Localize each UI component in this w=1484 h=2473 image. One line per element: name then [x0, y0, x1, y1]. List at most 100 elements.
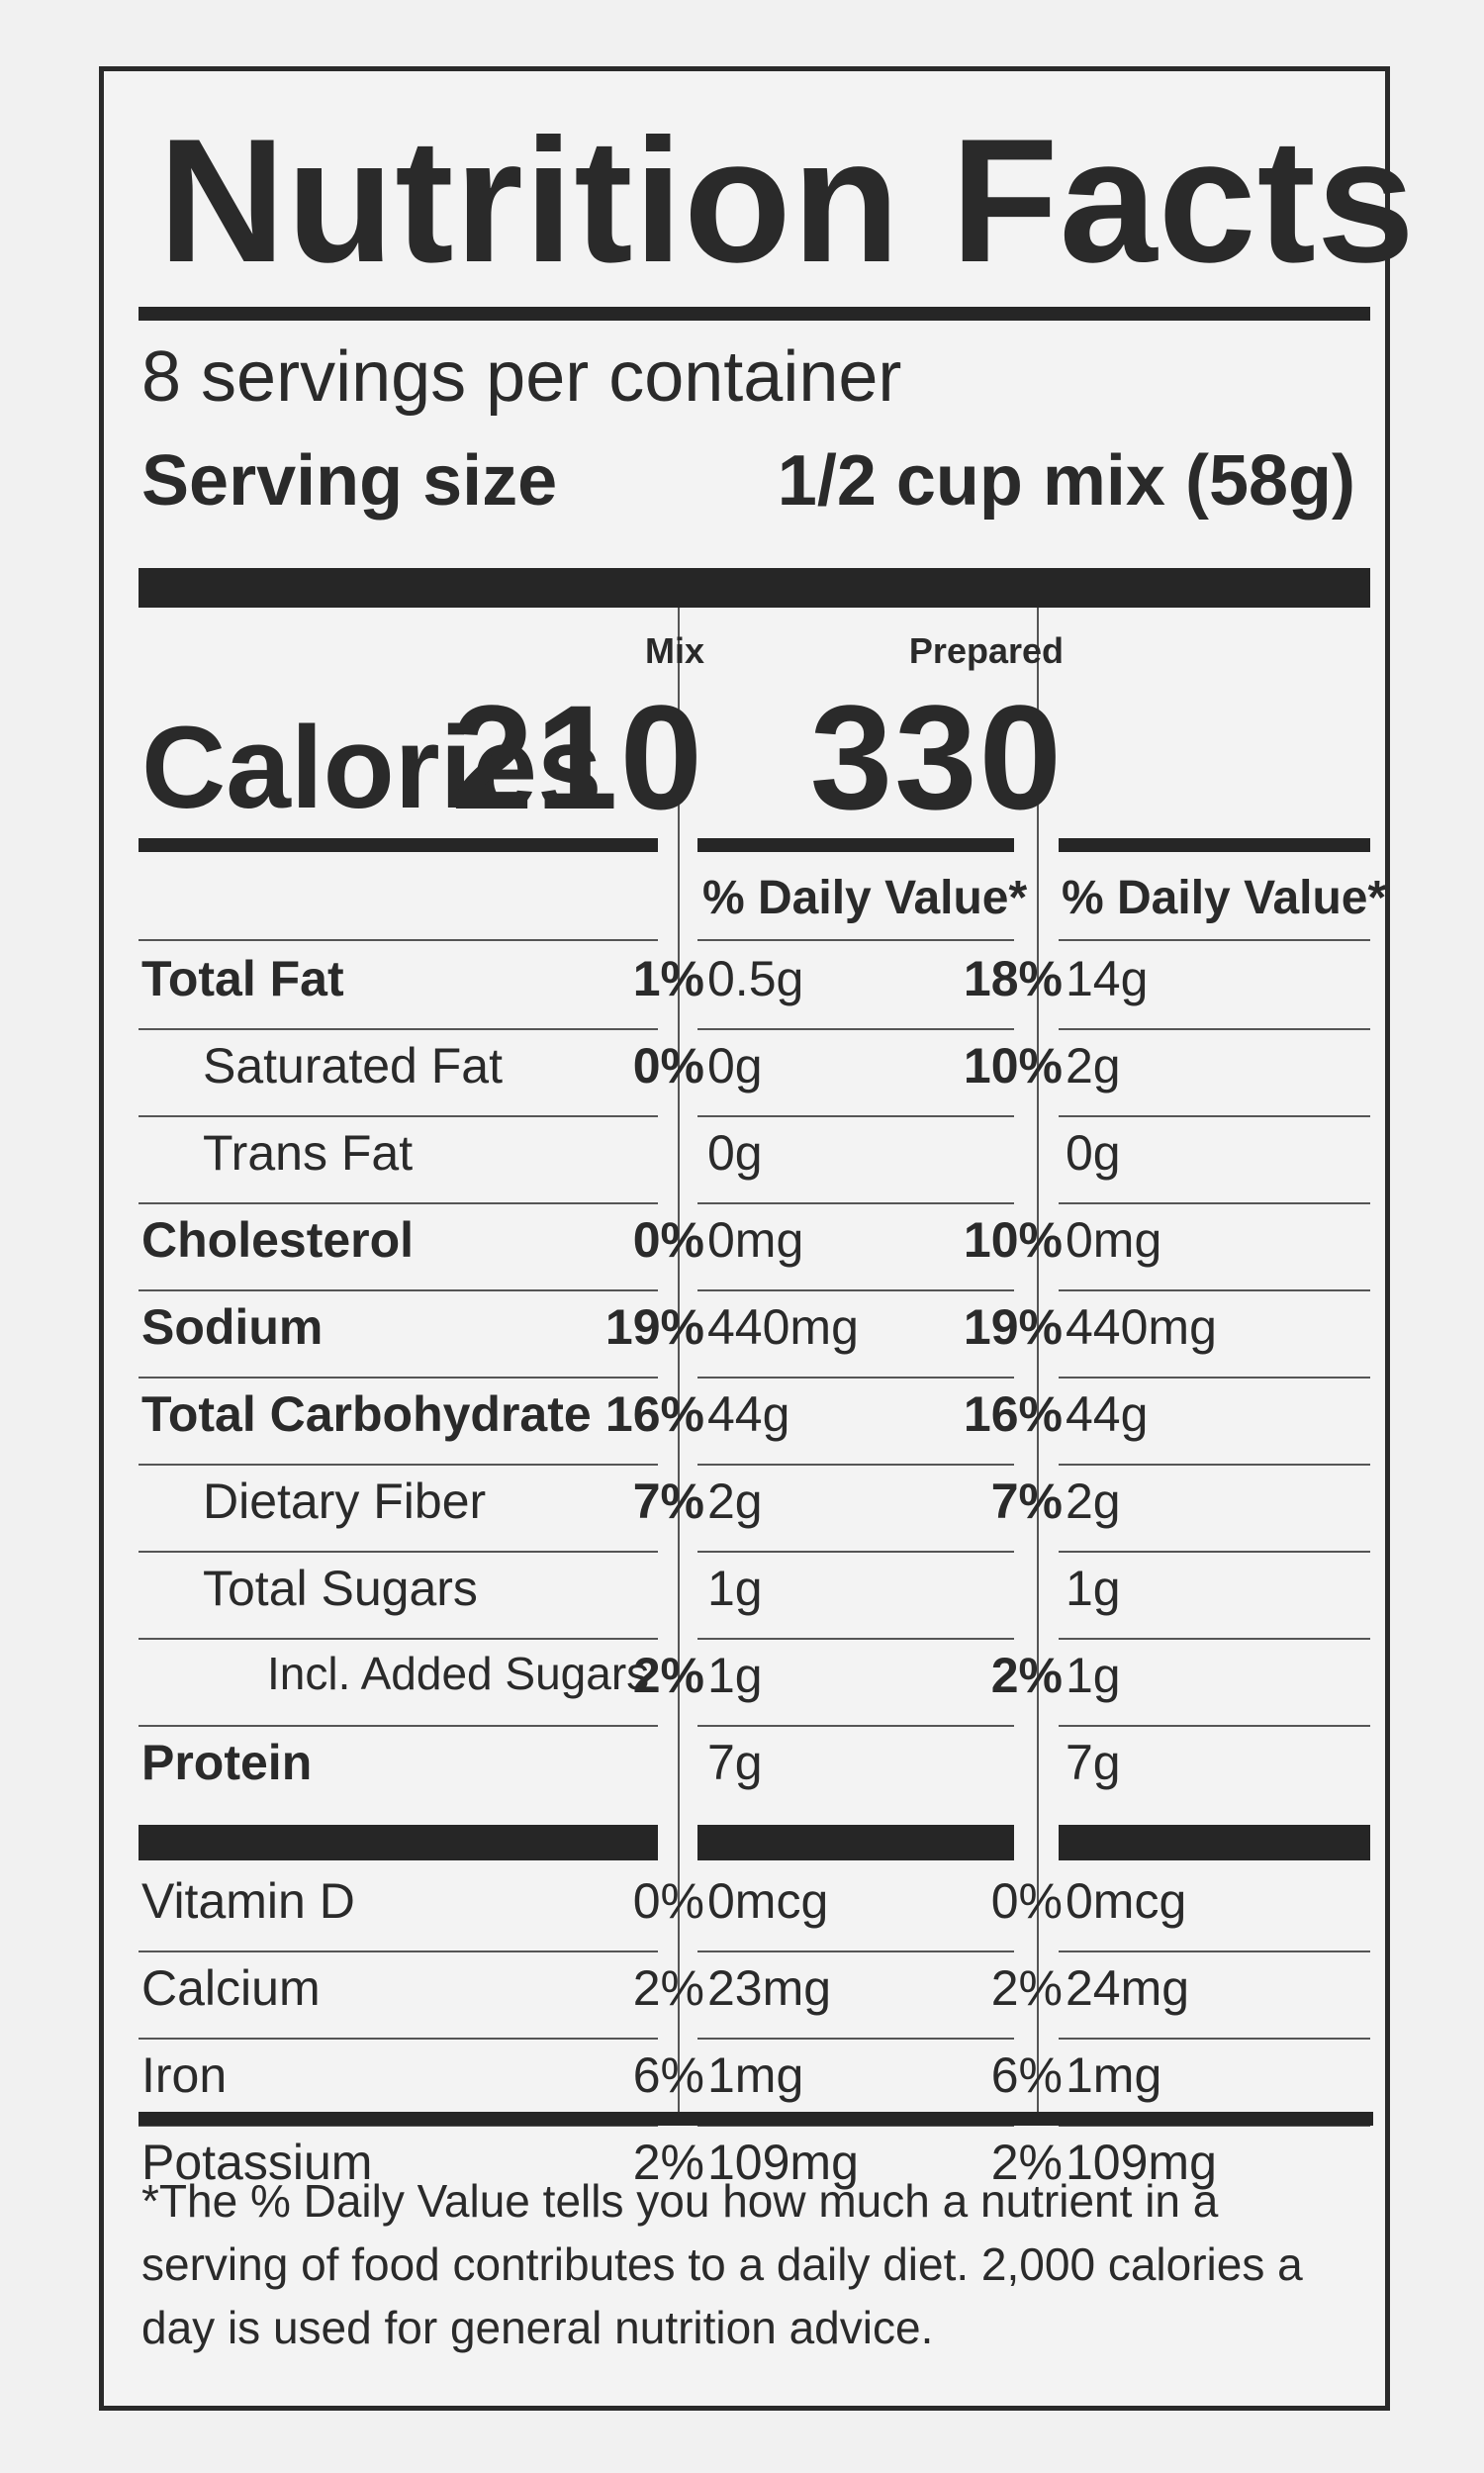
row-divider	[139, 1289, 658, 1291]
nutrient-name: Cholesterol	[141, 1212, 415, 1268]
prepared-daily-value: 2%	[990, 1960, 1063, 2016]
mix-daily-value: 7%	[632, 1474, 704, 1529]
mix-amount: 1mg	[707, 2047, 804, 2103]
row-divider	[139, 1115, 658, 1117]
nutrient-name: Incl. Added Sugars	[267, 1648, 650, 1699]
prepared-daily-value: 6%	[990, 2047, 1063, 2103]
nutrient-name: Total Carbohydrate	[141, 1386, 592, 1442]
prepared-daily-value: 10%	[963, 1038, 1063, 1094]
nutrient-name: Total Sugars	[203, 1561, 478, 1616]
prepared-daily-value: 19%	[963, 1299, 1063, 1355]
row-divider	[697, 2125, 1014, 2127]
mix-amount: 0mcg	[707, 1873, 829, 1929]
prepared-amount: 7g	[1066, 1735, 1121, 1790]
nutrient-name: Trans Fat	[203, 1125, 414, 1181]
row-divider	[1059, 1377, 1370, 1379]
prepared-daily-value: 2%	[990, 1648, 1063, 1703]
daily-value-header-prepared: % Daily Value*	[1062, 872, 1387, 924]
nutrient-row: Total Carbohydrate 44g 16% 44g 16%	[104, 1378, 1385, 1459]
row-divider	[1059, 1202, 1370, 1204]
prepared-amount: 0mcg	[1066, 1873, 1187, 1929]
column-label-prepared: Prepared	[908, 630, 1064, 671]
row-divider	[139, 1638, 658, 1640]
mix-daily-value: 2%	[632, 1960, 704, 2016]
servings-per-container: 8 servings per container	[141, 337, 902, 417]
prepared-daily-value: 16%	[963, 1386, 1063, 1442]
prepared-amount: 24mg	[1066, 1960, 1190, 2016]
calories-rule-left	[139, 838, 658, 852]
prepared-amount: 1mg	[1066, 2047, 1162, 2103]
nutrition-facts-label: Nutrition Facts 8 servings per container…	[99, 66, 1415, 2411]
row-divider	[1059, 1464, 1370, 1466]
prepared-amount: 0mg	[1066, 1212, 1162, 1268]
mix-amount: 0g	[707, 1038, 763, 1094]
vitamins-thick-rule-left	[139, 1825, 658, 1860]
title-rule	[139, 307, 1370, 321]
row-divider	[1059, 1115, 1370, 1117]
row-divider	[697, 1377, 1014, 1379]
row-divider	[1059, 1289, 1370, 1291]
label-title: Nutrition Facts	[158, 102, 1416, 299]
mix-daily-value: 16%	[604, 1386, 704, 1442]
mix-daily-value: 19%	[604, 1299, 704, 1355]
calories-rule-prepared	[1059, 838, 1370, 852]
nutrient-row: Cholesterol 0mg 0% 0mg 10%	[104, 1203, 1385, 1284]
nutrient-row: Total Sugars 1g 1g	[104, 1552, 1385, 1633]
calories-label: Calories	[141, 703, 603, 833]
serving-thick-rule	[139, 568, 1370, 608]
divider	[697, 939, 1014, 941]
mix-daily-value: 1%	[632, 951, 704, 1006]
row-divider	[697, 1202, 1014, 1204]
prepared-amount: 2g	[1066, 1474, 1121, 1529]
prepared-daily-value: 7%	[990, 1474, 1063, 1529]
mix-daily-value: 0%	[632, 1212, 704, 1268]
prepared-amount: 1g	[1066, 1561, 1121, 1616]
nutrient-row: Iron 1mg 6% 1mg 6%	[104, 2039, 1385, 2120]
nutrient-row: Incl. Added Sugars 1g 2% 1g 2%	[104, 1639, 1385, 1720]
mix-amount: 440mg	[707, 1299, 859, 1355]
row-divider	[139, 1551, 658, 1553]
prepared-amount: 14g	[1066, 951, 1149, 1006]
mix-amount: 23mg	[707, 1960, 832, 2016]
row-divider	[697, 1638, 1014, 1640]
nutrient-name: Saturated Fat	[203, 1038, 503, 1094]
prepared-amount: 0g	[1066, 1125, 1121, 1181]
row-divider	[1059, 1950, 1370, 1952]
row-divider	[1059, 2125, 1370, 2127]
nutrient-row: Protein 7g 7g	[104, 1726, 1385, 1807]
calories-prepared-value: 330	[809, 674, 1064, 840]
row-divider	[139, 1377, 658, 1379]
column-divider-mix	[678, 608, 680, 2112]
nutrient-name: Potassium	[141, 2135, 373, 2190]
mix-amount: 109mg	[707, 2135, 859, 2190]
row-divider	[139, 1028, 658, 1030]
row-divider	[139, 1202, 658, 1204]
mix-amount: 0mg	[707, 1212, 804, 1268]
nutrient-row: Saturated Fat 0g 0% 2g 10%	[104, 1029, 1385, 1110]
mix-amount: 1g	[707, 1648, 763, 1703]
row-divider	[139, 1464, 658, 1466]
row-divider	[1059, 1028, 1370, 1030]
nutrient-name: Vitamin D	[141, 1873, 355, 1929]
row-divider	[1059, 1725, 1370, 1727]
mix-amount: 0g	[707, 1125, 763, 1181]
vitamins-thick-rule-mix	[697, 1825, 1014, 1860]
prepared-daily-value: 0%	[990, 1873, 1063, 1929]
serving-size-value: 1/2 cup mix (58g)	[777, 441, 1355, 521]
divider	[139, 939, 658, 941]
nutrient-name: Sodium	[141, 1299, 324, 1355]
column-divider-prepared	[1037, 608, 1039, 2112]
nutrient-name: Calcium	[141, 1960, 321, 2016]
row-divider	[697, 1950, 1014, 1952]
mix-amount: 2g	[707, 1474, 763, 1529]
row-divider	[697, 1464, 1014, 1466]
divider	[1059, 939, 1370, 941]
row-divider	[139, 2038, 658, 2040]
prepared-amount: 2g	[1066, 1038, 1121, 1094]
nutrient-row: Vitamin D 0mcg 0% 0mcg 0%	[104, 1864, 1385, 1946]
row-divider	[697, 1289, 1014, 1291]
daily-value-footnote: *The % Daily Value tells you how much a …	[141, 2175, 1303, 2353]
calories-rule-mix	[697, 838, 1014, 852]
row-divider	[139, 1950, 658, 1952]
nutrient-row: Total Fat 0.5g 1% 14g 18%	[104, 942, 1385, 1023]
